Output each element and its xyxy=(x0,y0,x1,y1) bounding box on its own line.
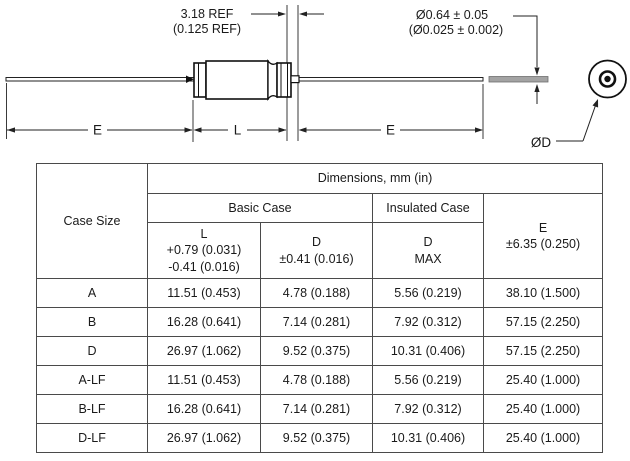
table-row: B-LF 16.28 (0.641) 7.14 (0.281) 7.92 (0.… xyxy=(36,394,604,424)
header-case-size: Case Size xyxy=(36,163,148,279)
ref-dimension-text-in: (0.125 REF) xyxy=(173,22,241,36)
table-row: A-LF 11.51 (0.453) 4.78 (0.188) 5.56 (0.… xyxy=(36,365,604,395)
l-cell: 16.28 (0.641) xyxy=(147,307,261,337)
case-size-cell: B xyxy=(36,307,148,337)
l-cell: 26.97 (1.062) xyxy=(147,423,261,453)
lead-diameter-dimension: Ø0.64 ± 0.05 (Ø0.025 ± 0.002) xyxy=(409,8,540,104)
d-title: D xyxy=(311,235,322,250)
l-cell: 16.28 (0.641) xyxy=(147,394,261,424)
end-view-lead-dot xyxy=(604,75,611,83)
dmax-cell: 10.31 (0.406) xyxy=(372,336,484,366)
e-tolerance: ±6.35 (0.250) xyxy=(505,237,581,251)
header-insulated-case: Insulated Case xyxy=(372,193,484,223)
case-size-cell: A xyxy=(36,278,148,308)
d-cell: 9.52 (0.375) xyxy=(260,336,373,366)
e-cell: 57.15 (2.250) xyxy=(482,307,604,337)
end-seal-stub xyxy=(290,75,300,84)
e-cell: 25.40 (1.000) xyxy=(482,365,604,395)
lead-weld-left xyxy=(186,75,194,83)
body-left-cap xyxy=(193,62,207,98)
case-size-cell: D xyxy=(36,336,148,366)
e-right-label: E xyxy=(386,123,395,138)
dmax-sub: MAX xyxy=(414,251,442,266)
header-dimensions: Dimensions, mm (in) xyxy=(146,163,604,194)
e-cell: 25.40 (1.000) xyxy=(482,394,604,424)
case-size-cell: D-LF xyxy=(36,423,148,453)
d-cell: 4.78 (0.188) xyxy=(260,278,373,308)
body-cylinder xyxy=(205,60,269,100)
dmax-cell: 5.56 (0.219) xyxy=(372,278,484,308)
l-cell: 11.51 (0.453) xyxy=(147,278,261,308)
e-title: E xyxy=(538,220,548,235)
lead-dia-text-mm: Ø0.64 ± 0.05 xyxy=(416,8,488,22)
dmax-cell: 10.31 (0.406) xyxy=(372,423,484,453)
dmax-title: D xyxy=(423,235,433,250)
lead-dia-text-in: (Ø0.025 ± 0.002) xyxy=(409,23,503,37)
ref-dimension-text-mm: 3.18 REF xyxy=(181,7,234,21)
component-body xyxy=(186,59,300,101)
e-cell: 38.10 (1.500) xyxy=(482,278,604,308)
left-lead-wire xyxy=(5,77,195,82)
e-cell: 25.40 (1.000) xyxy=(482,423,604,453)
table-row: D 26.97 (1.062) 9.52 (0.375) 10.31 (0.40… xyxy=(36,336,604,366)
component-drawing: 3.18 REF (0.125 REF) Ø0.64 ± 0.05 (Ø0.02… xyxy=(5,5,627,150)
lead-diameter-segment xyxy=(488,76,549,83)
right-lead-wire xyxy=(298,77,484,82)
d-tolerance: ±0.41 (0.016) xyxy=(279,251,354,266)
l-tolerance-plus: +0.79 (0.031) xyxy=(166,243,242,258)
body-right-cap xyxy=(276,62,292,98)
header-basic-case: Basic Case xyxy=(147,193,373,223)
dmax-cell: 7.92 (0.312) xyxy=(372,394,484,424)
l-cell: 11.51 (0.453) xyxy=(147,365,261,395)
l-tolerance-minus: -0.41 (0.016) xyxy=(168,259,240,274)
end-view: ØD xyxy=(531,59,627,150)
dmax-cell: 7.92 (0.312) xyxy=(372,307,484,337)
header-dmax-column: D MAX xyxy=(372,222,484,279)
ref-dimension: 3.18 REF (0.125 REF) xyxy=(173,7,324,36)
d-cell: 7.14 (0.281) xyxy=(260,307,373,337)
d-cell: 4.78 (0.188) xyxy=(260,365,373,395)
header-d-column: D ±0.41 (0.016) xyxy=(260,222,373,279)
d-cell: 7.14 (0.281) xyxy=(260,394,373,424)
dmax-cell: 5.56 (0.219) xyxy=(372,365,484,395)
l-label: L xyxy=(234,123,242,138)
l-cell: 26.97 (1.062) xyxy=(147,336,261,366)
header-l-column: L +0.79 (0.031) -0.41 (0.016) xyxy=(147,222,261,279)
body-diameter-label: ØD xyxy=(531,135,552,150)
table-row: B 16.28 (0.641) 7.14 (0.281) 7.92 (0.312… xyxy=(36,307,604,337)
dimensions-table: Case Size Dimensions, mm (in) Basic Case… xyxy=(36,163,604,453)
header-e-column: E ±6.35 (0.250) xyxy=(482,193,604,279)
e-cell: 57.15 (2.250) xyxy=(482,336,604,366)
dimension-arrowheads xyxy=(7,127,483,133)
case-size-cell: B-LF xyxy=(36,394,148,424)
table-row: D-LF 26.97 (1.062) 9.52 (0.375) 10.31 (0… xyxy=(36,423,604,453)
table-row: A 11.51 (0.453) 4.78 (0.188) 5.56 (0.219… xyxy=(36,278,604,308)
l-title: L xyxy=(200,227,208,242)
case-size-cell: A-LF xyxy=(36,365,148,395)
body-crimp xyxy=(267,59,278,101)
e-left-label: E xyxy=(93,123,102,138)
d-cell: 9.52 (0.375) xyxy=(260,423,373,453)
